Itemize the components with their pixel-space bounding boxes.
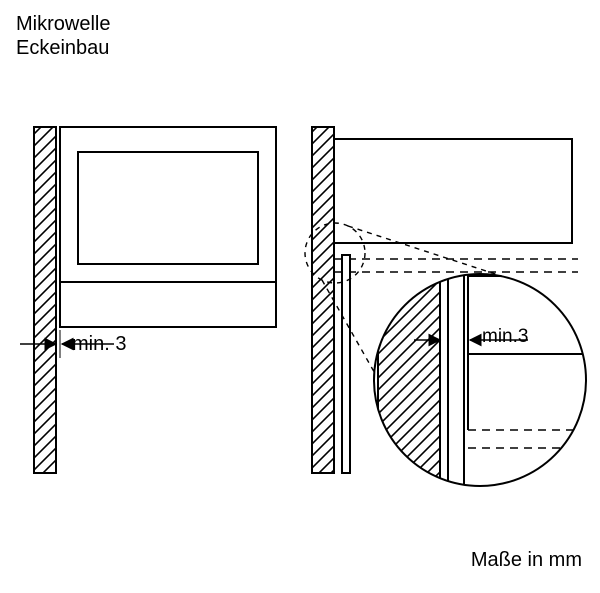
detail-view [370, 270, 600, 492]
title-line-2: Eckeinbau [16, 36, 109, 60]
detail-front-face [448, 272, 464, 492]
cabinet-top [334, 139, 572, 243]
title-line-1: Mikrowelle [16, 12, 110, 36]
microwave-window [78, 152, 258, 264]
wall-left [34, 127, 56, 473]
front-panel [342, 255, 350, 473]
diagram-svg [0, 0, 600, 593]
left-view [20, 127, 276, 473]
wall-right [312, 127, 334, 473]
gap-label-left: min. 3 [72, 332, 126, 356]
units-note: Maße in mm [471, 548, 582, 572]
gap-label-detail: min.3 [482, 326, 528, 349]
